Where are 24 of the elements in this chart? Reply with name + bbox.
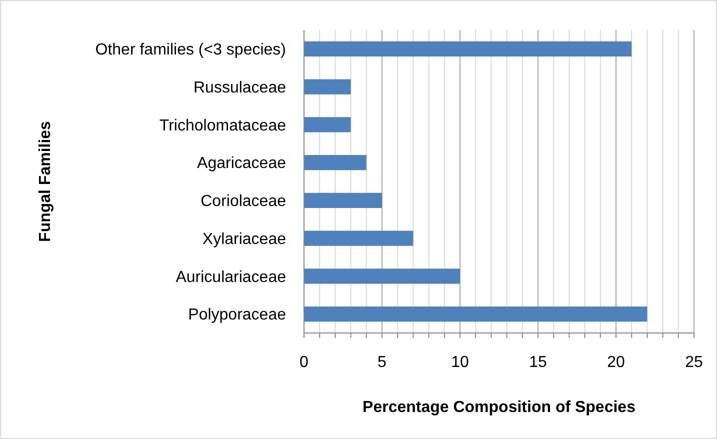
bar xyxy=(304,79,351,94)
y-tick-label: Auriculariaceae xyxy=(176,268,286,286)
y-tick-label: Xylariaceae xyxy=(202,230,286,248)
x-tick-label: 15 xyxy=(529,354,547,371)
y-tick-label: Polyporaceae xyxy=(188,306,286,324)
x-tick-label: 5 xyxy=(378,354,387,371)
bar xyxy=(304,192,382,208)
bar xyxy=(304,41,632,57)
bar xyxy=(304,154,366,170)
x-axis-title: Percentage Composition of Species xyxy=(362,399,636,416)
y-tick-label: Russulaceae xyxy=(194,79,286,96)
y-tick-label: Agaricaceae xyxy=(197,155,286,172)
y-tick-label: Coriolaceae xyxy=(200,193,286,210)
x-tick-label: 10 xyxy=(451,354,469,371)
bar xyxy=(304,306,648,322)
y-axis-title: Fungal Families xyxy=(37,120,54,242)
x-tick-label: 20 xyxy=(607,354,625,371)
y-tick-label: Tricholomataceae xyxy=(159,117,286,134)
x-tick-label: 0 xyxy=(300,354,309,371)
bar xyxy=(304,117,351,132)
bar xyxy=(304,268,460,284)
x-tick-label: 25 xyxy=(685,354,703,371)
y-tick-label: Other families (<3 species) xyxy=(95,42,286,59)
bar xyxy=(304,230,414,246)
